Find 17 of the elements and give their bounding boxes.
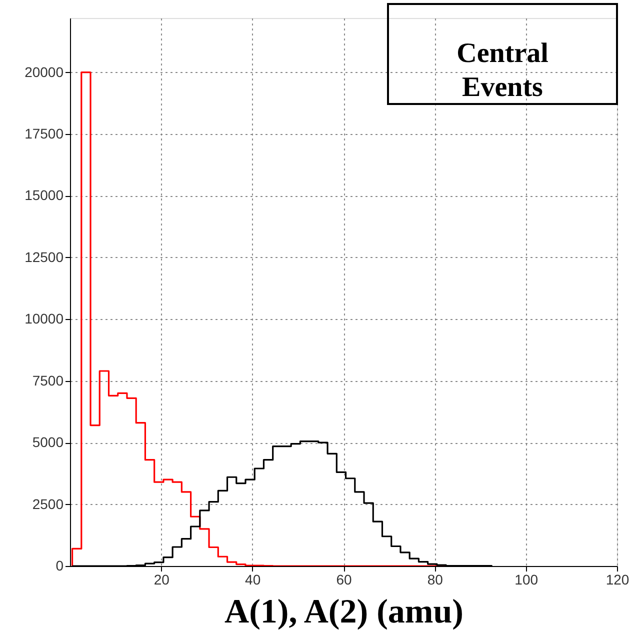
y-tick-label: 2500 (32, 496, 64, 512)
y-tick-label: 10000 (24, 310, 64, 327)
annotation: Central Events (456, 38, 549, 103)
x-tick-label: 120 (606, 572, 630, 588)
x-tick-label: 80 (427, 572, 444, 588)
y-tick-label: 7500 (32, 372, 64, 388)
y-tick-label: 17500 (24, 126, 64, 142)
x-tick-label: 20 (154, 572, 170, 588)
x-tick-label: 100 (514, 572, 538, 588)
y-tick-label: 5000 (32, 434, 64, 450)
y-tick-label: 20000 (24, 64, 64, 80)
x-tick-label: 40 (245, 572, 261, 588)
y-tick-label: 15000 (24, 187, 64, 204)
y-tick-label: 0 (56, 558, 64, 574)
y-tick-label: 12500 (24, 248, 64, 265)
x-tick-label: 60 (336, 572, 352, 588)
x-axis-title: A(1), A(2) (amu) (224, 594, 464, 630)
